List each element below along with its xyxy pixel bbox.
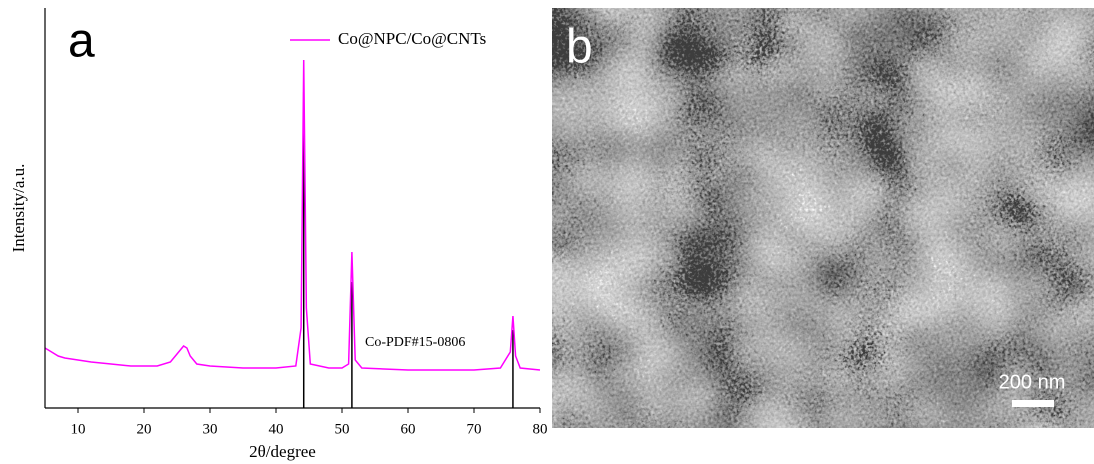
- reference-label: Co-PDF#15-0806: [365, 335, 465, 350]
- scale-bar-label: 200 nm: [999, 371, 1066, 393]
- y-axis-label: Intensity/a.u.: [9, 164, 28, 253]
- x-tick-label: 50: [335, 421, 350, 437]
- sem-image: b 200 nm: [552, 8, 1094, 428]
- scale-bar: [1012, 400, 1054, 407]
- x-axis-label: 2θ/degree: [249, 442, 316, 461]
- x-tick-label: 70: [467, 421, 482, 437]
- panel-label: b: [566, 21, 593, 74]
- x-tick-label: 40: [269, 421, 284, 437]
- legend-label: Co@NPC/Co@CNTs: [338, 29, 486, 48]
- panel-label: a: [68, 15, 95, 68]
- x-tick-label: 20: [137, 421, 152, 437]
- x-tick-label: 10: [71, 421, 86, 437]
- xrd-chart: Co-PDF#15-0806 10 20 30 40 50 60 70 80 2θ/degree I…: [9, 8, 548, 461]
- data-line: [44, 59, 541, 371]
- x-tick-label: 60: [401, 421, 416, 437]
- sem-texture: [552, 8, 1094, 428]
- x-tick-label: 80: [533, 421, 548, 437]
- x-tick-label: 30: [203, 421, 218, 437]
